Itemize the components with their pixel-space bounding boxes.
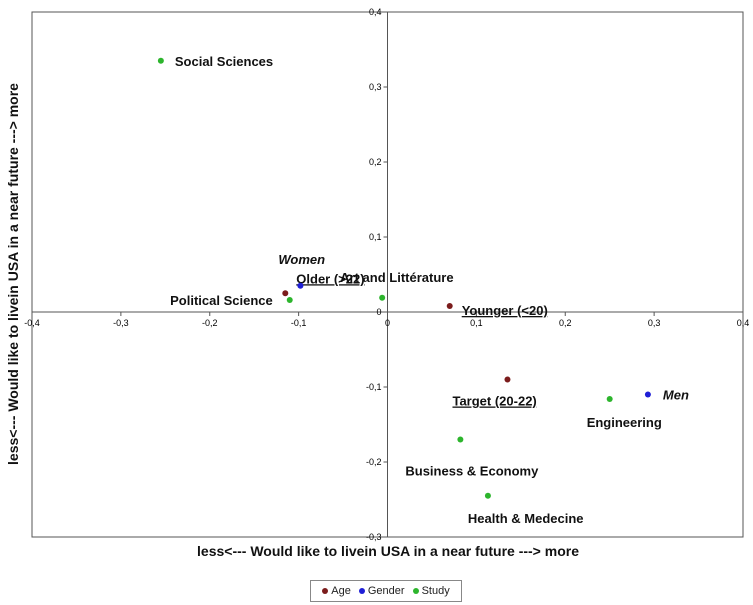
legend-marker xyxy=(358,588,365,594)
point-label: Target (20-22) xyxy=(452,394,536,409)
x-tick-label: 0,3 xyxy=(648,318,661,328)
y-tick-label: 0,2 xyxy=(369,157,382,167)
point-label: Art and Littérature xyxy=(340,270,453,285)
x-tick-label: 0,1 xyxy=(470,318,483,328)
data-point-study xyxy=(379,294,386,301)
point-label: Social Sciences xyxy=(175,54,273,69)
y-tick-label: 0 xyxy=(376,307,381,317)
data-point-age xyxy=(446,303,453,309)
x-tick-label: -0,3 xyxy=(113,318,129,328)
data-point-gender xyxy=(644,391,651,398)
data-point-study xyxy=(286,297,293,303)
y-tick-label: 0,4 xyxy=(369,7,382,17)
y-tick-label: 0,1 xyxy=(369,232,382,242)
data-point-study xyxy=(484,492,491,499)
data-point-study xyxy=(606,396,613,402)
data-point-study xyxy=(157,57,164,64)
x-tick-label: 0,4 xyxy=(737,318,750,328)
point-label: Health & Medecine xyxy=(468,511,584,526)
point-label: Men xyxy=(663,388,689,403)
x-tick-label: -0,4 xyxy=(24,318,40,328)
x-tick-label: -0,1 xyxy=(291,318,307,328)
data-point-gender xyxy=(297,282,304,289)
point-label: Engineering xyxy=(587,415,662,430)
x-tick-label: 0,2 xyxy=(559,318,572,328)
legend: Age Gender Study xyxy=(310,580,462,602)
data-points: Older (>22) Younger (<20) Target (20-22) Wo… xyxy=(157,54,689,526)
data-point-study xyxy=(457,436,464,443)
legend-item-gender: Gender xyxy=(358,585,405,597)
point-label: Business & Economy xyxy=(405,464,539,479)
x-tick-label: 0 xyxy=(385,318,390,328)
legend-label: Gender xyxy=(367,585,405,597)
legend-marker xyxy=(412,588,419,594)
point-label: Younger (<20) xyxy=(462,303,548,318)
legend-item-age: Age xyxy=(322,585,351,597)
legend-marker xyxy=(322,588,329,594)
x-axis-title: less<--- Would like to livein USA in a n… xyxy=(197,543,579,559)
y-axis-title: less<--- Would like to livein USA in a n… xyxy=(5,83,21,465)
data-point-age xyxy=(282,290,289,297)
legend-label: Age xyxy=(331,585,351,597)
legend-item-study: Study xyxy=(412,585,450,597)
point-label: Women xyxy=(278,252,325,267)
y-tick-label: -0,2 xyxy=(366,457,382,467)
axis-ticks: -0,4 -0,3 -0,2 -0,1 0 0,1 0,2 0,3 0,4 -0,3 -0,2 -0,… xyxy=(24,7,749,542)
y-tick-label: 0,3 xyxy=(369,82,382,92)
legend-label: Study xyxy=(421,585,450,597)
x-tick-label: -0,2 xyxy=(202,318,218,328)
y-tick-label: -0,1 xyxy=(366,382,382,392)
point-label: Older (>22) xyxy=(296,271,364,286)
y-tick-label: -0,3 xyxy=(366,532,382,542)
point-label: Political Science xyxy=(170,293,273,308)
data-point-age xyxy=(504,376,511,383)
